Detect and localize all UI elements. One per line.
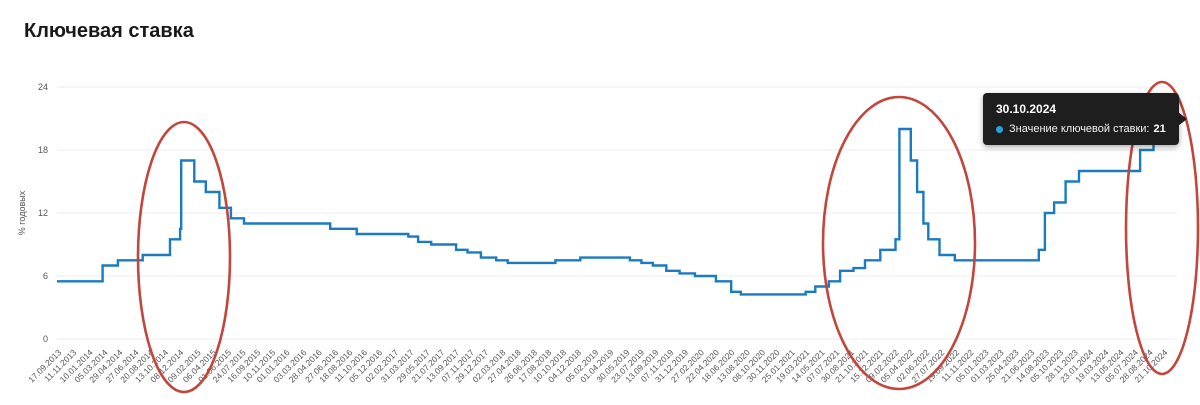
tooltip-arrow-icon [1177,112,1187,126]
y-tick-label: 18 [38,145,48,155]
y-tick-label: 12 [38,208,48,218]
grid-layer: 0 6 12 18 24 [38,82,1177,344]
annotation-ellipse [136,120,232,394]
x-axis-labels: 17.09.201311.11.201310.01.201405.03.2014… [26,347,1169,384]
y-tick-label: 24 [38,82,48,92]
y-axis-title: % годовых [17,190,27,235]
tooltip-value: 21 [1153,123,1166,136]
tooltip-value-row: Значение ключевой ставки: 21 [996,123,1166,135]
annotation-ellipse [821,95,977,391]
tooltip: 30.10.2024 Значение ключевой ставки: 21 [983,93,1187,146]
annotation-layer [136,80,1200,394]
tooltip-label: Значение ключевой ставки: [1009,123,1150,136]
tooltip-date: 30.10.2024 [996,102,1057,116]
page-title: Ключевая ставка [24,20,194,42]
key-rate-series-line[interactable] [57,117,1167,296]
annotation-ellipse [1124,80,1200,376]
y-tick-label: 0 [43,334,48,344]
series-bullet-icon [996,125,1003,133]
y-tick-label: 6 [43,271,48,281]
